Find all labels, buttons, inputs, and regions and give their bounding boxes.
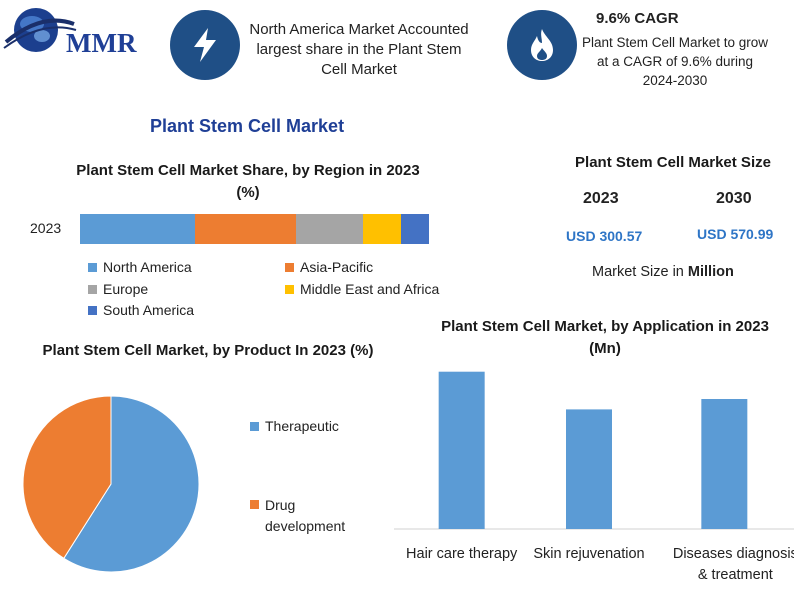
legend-europe: Europe [88,281,148,297]
bar-segment-north-america [80,214,196,244]
market-size-2030: USD 570.99 [697,226,774,242]
product-pie-chart [22,395,200,573]
bar-segment-south-america [401,214,429,244]
legend-label: South America [103,302,195,318]
legend-therapeutic: Therapeutic [250,418,339,434]
x-tick-label: Skin rejuvenation [533,546,644,562]
bar-diseases-diagnosis-treatment [701,399,748,529]
unit-bold: Million [687,264,734,280]
market-size-2023: USD 300.57 [566,228,643,244]
year-2030: 2030 [716,190,752,207]
application-chart-title: Plant Stem Cell Market, by Application i… [441,318,769,357]
pie-slice-drug-development [22,395,112,559]
legend-swatch [88,284,97,294]
cagr-statement: Plant Stem Cell Market to grow at a CAGR… [581,35,769,88]
region-bar-category: 2023 [30,220,62,236]
legend-swatch [88,262,97,272]
application-bar-chart: Hair care therapy Skin rejuvenation Diseas… [394,371,794,583]
year-2023: 2023 [583,190,619,207]
legend-label: Asia-Pacific [300,259,374,275]
page-title: Plant Stem Cell Market [150,116,345,136]
x-tick-label: Diseases diagnosis & treatment [673,546,794,583]
region-chart-title: Plant Stem Cell Market Share, by Region … [76,162,420,201]
pie-slice-therapeutic [63,395,200,573]
flame-icon [507,10,577,80]
logo [2,2,152,70]
legend-asia-pacific: Asia-Pacific [285,259,373,275]
bar-segment-asia-pacific [195,214,297,244]
legend-north-america: North America [88,259,192,275]
legend-swatch [250,421,259,431]
market-size-unit: Market Size in Million [592,264,734,280]
legend-label: Drug development [265,497,346,534]
region-statement: North America Market Accounted largest s… [249,21,469,78]
bar-hair-care-therapy [438,371,485,529]
cagr-title: 9.6% CAGR [596,10,679,27]
legend-label: Europe [103,281,149,297]
bar-segment-europe [296,214,363,244]
lightning-icon [170,10,240,80]
unit-prefix: Market Size in [592,264,688,280]
legend-label: Therapeutic [265,418,339,434]
legend-label: Middle East and Africa [300,281,440,297]
legend-label: North America [103,259,192,275]
legend-middle-east-africa: Middle East and Africa [285,281,439,297]
legend-drug-development: Drug development [250,495,365,537]
logo-text: MMR [66,28,137,58]
legend-south-america: South America [88,302,194,318]
legend-swatch [250,500,259,509]
bar-segment-middle-east-and-africa [362,214,402,244]
bar-skin-rejuvenation [566,409,612,529]
product-chart-title: Plant Stem Cell Market, by Product In 20… [42,342,374,359]
legend-swatch [285,284,294,294]
legend-swatch [285,262,294,272]
legend-swatch [88,305,97,315]
x-tick-label: Hair care therapy [406,546,518,562]
market-size-title: Plant Stem Cell Market Size [575,154,771,171]
region-stacked-bar [80,214,429,244]
